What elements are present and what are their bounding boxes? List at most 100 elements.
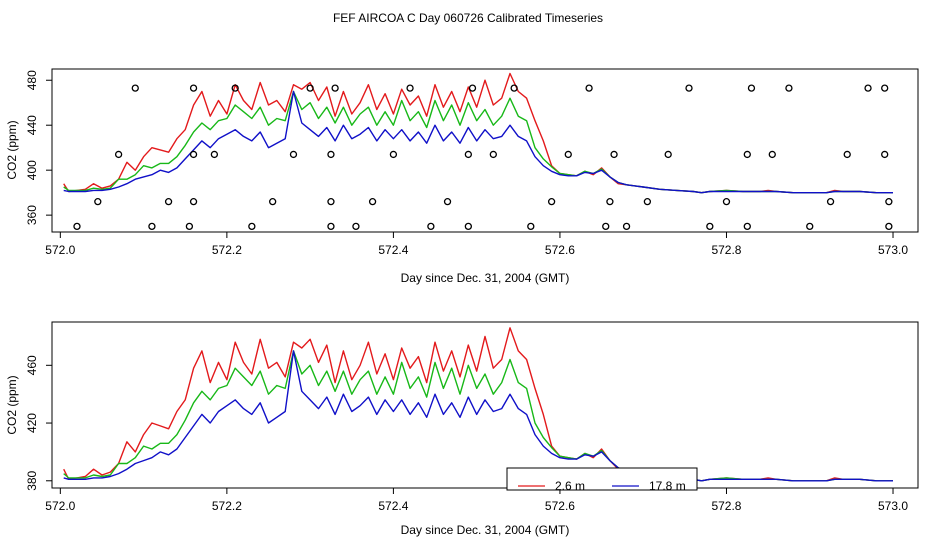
calibration-point: [94, 197, 102, 206]
calibration-point: [269, 197, 277, 206]
calibration-point: [148, 222, 156, 231]
calibration-point: [406, 84, 414, 92]
calibration-point: [622, 222, 631, 231]
calibration-point: [606, 197, 614, 206]
y-tick-label-1: 400: [25, 160, 39, 180]
legend-box: [506, 467, 698, 491]
x-tick-label-4: 572.8: [711, 243, 741, 257]
calibration-point: [427, 222, 435, 231]
bottom-y-axis-label: CO2 (ppm): [5, 375, 19, 434]
calibration-point: [164, 197, 173, 206]
series-line-17-8-m: [63, 350, 893, 482]
series-line-2-6-m: [63, 72, 893, 194]
calibration-point: [527, 222, 535, 231]
top-y-axis-label: CO2 (ppm): [5, 120, 19, 179]
calibration-point: [785, 84, 793, 92]
series-line-17-8-m: [63, 90, 893, 194]
legend: 2.6 m 17.8 m: [506, 467, 698, 493]
calibration-point: [881, 150, 889, 159]
calibration-point: [189, 150, 198, 159]
calibration-point: [352, 222, 360, 231]
x-tick-label-0: 572.0: [45, 243, 75, 257]
calibration-point: [843, 150, 851, 159]
calibration-point: [289, 150, 298, 159]
x-tick-label-1: 572.2: [212, 499, 242, 513]
figure-title: FEF AIRCOA C Day 060726 Calibrated Times…: [333, 11, 603, 25]
calibration-point: [189, 84, 198, 92]
calibration-point: [331, 84, 339, 92]
plot-data-group: [63, 327, 893, 482]
series-line-green: [63, 350, 893, 482]
x-tick-label-0: 572.0: [45, 499, 75, 513]
calibration-point: [327, 197, 335, 206]
calibration-point: [664, 150, 672, 159]
plot-data-group: [63, 72, 893, 231]
calibration-point: [743, 222, 751, 231]
calibration-point: [131, 84, 139, 92]
top-x-axis-label: Day since Dec. 31, 2004 (GMT): [401, 271, 570, 285]
calibration-point: [114, 150, 123, 159]
series-line-green: [63, 90, 893, 194]
calibration-point: [743, 150, 751, 159]
calibration-point: [864, 84, 872, 92]
calibration-point: [189, 197, 198, 206]
calibration-point: [231, 84, 239, 92]
x-tick-label-5: 573.0: [878, 243, 908, 257]
calibration-point: [443, 197, 452, 206]
x-tick-label-5: 573.0: [878, 499, 908, 513]
calibration-point: [806, 222, 814, 231]
x-tick-label-4: 572.8: [711, 499, 741, 513]
x-tick-label-2: 572.4: [378, 243, 408, 257]
bottom-plot-frame: [51, 321, 919, 489]
calibration-point: [602, 222, 610, 231]
y-tick-label-2: 440: [25, 115, 39, 135]
y-tick-label-0: 380: [25, 470, 39, 490]
calibration-point: [210, 150, 219, 159]
x-tick-label-2: 572.4: [378, 499, 408, 513]
calibration-point: [826, 197, 835, 206]
calibration-point: [722, 197, 731, 206]
calibration-point: [327, 150, 335, 159]
calibration-point: [885, 197, 893, 206]
calibration-point: [389, 150, 398, 159]
series-line-2-6-m: [63, 327, 893, 482]
calibration-point: [643, 197, 652, 206]
y-tick-label-2: 460: [25, 355, 39, 375]
top-plot-frame: [51, 68, 919, 233]
x-tick-label-1: 572.2: [212, 243, 242, 257]
top-panel: 572.0 572.2 572.4 572.6 572.8 573.0 360 400 440 4…: [5, 68, 919, 285]
legend-label-2-6m: 2.6 m: [555, 479, 585, 493]
calibration-point: [306, 84, 314, 92]
calibration-point: [510, 84, 518, 92]
y-tick-label-0: 360: [25, 205, 39, 225]
calibration-point: [885, 222, 893, 231]
calibration-point: [547, 197, 556, 206]
bottom-plot-area: 572.0 572.2 572.4 572.6 572.8 573.0 380 420 460: [25, 327, 908, 513]
y-tick-label-1: 420: [25, 413, 39, 433]
x-tick-label-3: 572.6: [545, 499, 575, 513]
calibration-point: [585, 84, 593, 92]
calibration-point: [610, 150, 618, 159]
y-tick-label-3: 480: [25, 70, 39, 90]
calibration-point: [564, 150, 572, 159]
bottom-x-axis-label: Day since Dec. 31, 2004 (GMT): [401, 523, 570, 537]
calibration-point: [185, 222, 194, 231]
calibration-point: [489, 150, 497, 159]
calibration-point: [468, 84, 477, 92]
legend-label-17-8m: 17.8 m: [649, 479, 686, 493]
calibration-point: [248, 222, 256, 231]
x-tick-label-3: 572.6: [545, 243, 575, 257]
calibration-point: [881, 84, 889, 92]
calibration-point: [464, 222, 472, 231]
calibration-point: [768, 150, 776, 159]
bottom-panel: 572.0 572.2 572.4 572.6 572.8 573.0380420460 …: [5, 321, 919, 537]
top-plot-area: 572.0 572.2 572.4 572.6 572.8 573.0 360 400 440 4…: [25, 70, 908, 257]
calibration-point: [706, 222, 714, 231]
calibration-point: [73, 222, 81, 231]
calibration-point: [368, 197, 377, 206]
calibration-point: [327, 222, 335, 231]
calibration-point: [747, 84, 756, 92]
calibration-point: [464, 150, 472, 159]
calibration-point: [685, 84, 693, 92]
